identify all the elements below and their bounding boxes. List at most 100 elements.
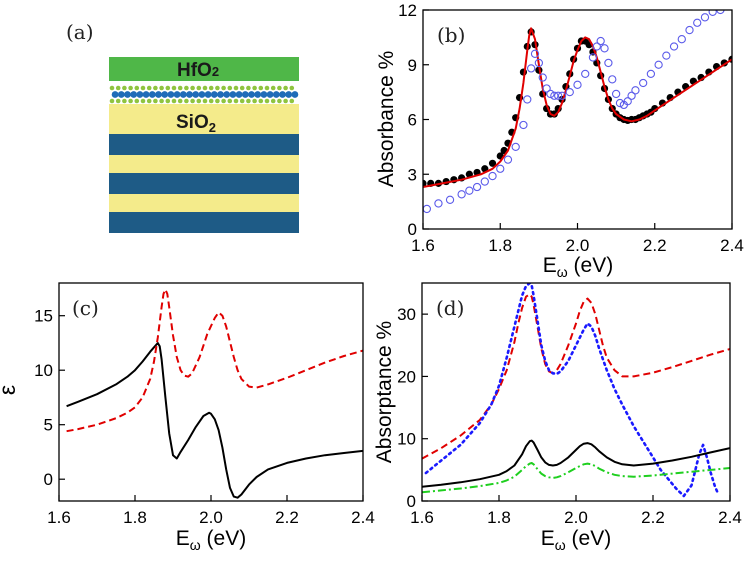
- panel-c-series-imaginary-part-line: [66, 288, 363, 433]
- panel-label-d: (d): [436, 296, 464, 320]
- chalcogen-atom: [196, 85, 202, 91]
- panel-b-series-bare-cavity-point: [542, 84, 551, 93]
- chalcogen-atom: [128, 98, 133, 104]
- y-tick-label: 0: [408, 220, 417, 239]
- panel-b-series-bare-cavity-point: [472, 182, 482, 192]
- panel-b-series-bare-cavity-point: [592, 42, 601, 51]
- x-tick-label: 2.2: [275, 508, 299, 527]
- x-tick-label: 2.4: [718, 508, 742, 527]
- panel-b-series-bare-cavity-point: [611, 89, 621, 99]
- panel-d-series-dotted-line: [424, 283, 720, 498]
- chalcogen-atom: [239, 98, 245, 104]
- panel-label-a: (a): [66, 20, 94, 44]
- chalcogen-atom: [196, 98, 202, 104]
- chalcogen-atom: [289, 85, 295, 91]
- metal-atom: [117, 91, 125, 98]
- panel-b-series-bare-cavity-point: [608, 75, 617, 84]
- panel-c-xlabel: Eω (eV): [176, 527, 246, 553]
- y-tick-label: 6: [408, 111, 417, 130]
- metal-atom: [248, 91, 255, 98]
- chalcogen-atom: [190, 98, 195, 104]
- chalcogen-atom: [233, 85, 239, 91]
- metal-atom: [173, 91, 181, 98]
- panel-d-xlabel: Eω (eV): [541, 527, 611, 553]
- y-tick-label: 3: [408, 165, 417, 184]
- x-tick-label: 2.4: [720, 236, 744, 255]
- chalcogen-atom: [171, 85, 177, 91]
- chalcogen-atom: [159, 85, 164, 91]
- panel-b-series-bare-cavity-point: [604, 58, 613, 68]
- panel-label-b: (b): [437, 23, 465, 47]
- x-tick-label: 1.8: [488, 236, 512, 255]
- chalcogen-atom: [153, 98, 158, 104]
- metal-atom: [254, 91, 262, 98]
- panel-d-frame: [421, 282, 731, 502]
- panel-b-series-bare-cavity-point: [488, 171, 497, 181]
- panel-label-c: (c): [72, 296, 99, 320]
- y-tick-label: 10: [34, 361, 53, 380]
- chalcogen-atom: [122, 98, 127, 104]
- panel-b-series-bare-cavity-point: [503, 155, 513, 164]
- chalcogen-atom: [283, 85, 288, 91]
- chalcogen-atom: [258, 85, 264, 91]
- panel-b-series-bare-cavity-point: [534, 58, 544, 68]
- chalcogen-atom: [270, 85, 276, 91]
- y-tick-label: 30: [397, 305, 416, 324]
- panel-b-ylabel: Absorbance %: [375, 51, 398, 188]
- panel-b: 1.6 1.8 2.0 2.2 2.4 0 3 6 9 12 (b) Absorbance % E…: [375, 1, 744, 280]
- panel-b-series-bare-cavity-point: [565, 87, 574, 97]
- panel-b-series-bare-cavity-point: [600, 44, 609, 53]
- panel-b-series-bare-cavity-point: [423, 204, 432, 214]
- chalcogen-atom: [202, 98, 208, 104]
- metal-atom: [229, 91, 237, 98]
- chalcogen-atom: [264, 85, 270, 91]
- metal-atom: [167, 91, 175, 98]
- panel-b-series-bare-cavity-point: [480, 177, 489, 186]
- x-tick-label: 2.4: [351, 508, 375, 527]
- panel-d-ticks: 1.6 1.8 2.0 2.2 2.4 0 10 20 30: [397, 305, 742, 527]
- chalcogen-atom: [252, 85, 257, 91]
- panel-b-series-bare-cavity-point: [639, 78, 648, 88]
- y-tick-label: 20: [397, 367, 416, 386]
- chalcogen-atom: [252, 98, 257, 104]
- panel-b-series-bare-cavity-point: [496, 164, 505, 173]
- chalcogen-atom: [221, 98, 226, 104]
- metal-atom: [235, 91, 243, 98]
- panel-d-series-dash-dot-line: [422, 462, 730, 494]
- dbr-layer-1: [109, 134, 299, 155]
- chalcogen-atom: [165, 98, 171, 104]
- panel-b-frame: [422, 9, 733, 230]
- x-tick-label: 1.8: [487, 508, 511, 527]
- chalcogen-atom: [190, 85, 195, 91]
- chalcogen-atom: [146, 98, 152, 104]
- chalcogen-atom: [109, 98, 115, 104]
- panel-d-series-black-line: [422, 439, 730, 488]
- y-tick-label: 0: [407, 492, 416, 511]
- panel-b-series-bare-cavity-point: [646, 69, 656, 79]
- panel-b-series-bare-cavity-point: [573, 80, 582, 89]
- panel-b-series-bare-cavity-point: [677, 35, 686, 44]
- panel-b-series-bare-cavity-point: [557, 91, 567, 100]
- metal-atom: [148, 91, 156, 98]
- panel-b-series-bare-cavity-point: [596, 36, 605, 46]
- chalcogen-atom: [264, 98, 270, 104]
- chalcogen-atom: [208, 98, 214, 104]
- panel-c-frame: [58, 282, 364, 502]
- panel-b-series-bare-cavity-point: [546, 89, 555, 99]
- chalcogen-atom: [258, 98, 264, 104]
- metal-atom: [179, 91, 187, 98]
- chalcogen-atom: [128, 85, 133, 91]
- panel-b-series-bare-cavity-point: [530, 49, 540, 58]
- metal-atom: [285, 91, 293, 98]
- chalcogen-atom: [202, 85, 208, 91]
- chalcogen-atom: [270, 98, 276, 104]
- chalcogen-atom: [289, 98, 295, 104]
- y-tick-label: 0: [44, 470, 53, 489]
- panel-b-series-bare-cavity-point: [716, 10, 725, 15]
- x-tick-label: 1.8: [123, 508, 147, 527]
- y-tick-label: 12: [398, 1, 417, 20]
- dbr-layer-4: [109, 194, 299, 212]
- chalcogen-atom: [283, 98, 288, 104]
- chalcogen-atom: [177, 85, 183, 91]
